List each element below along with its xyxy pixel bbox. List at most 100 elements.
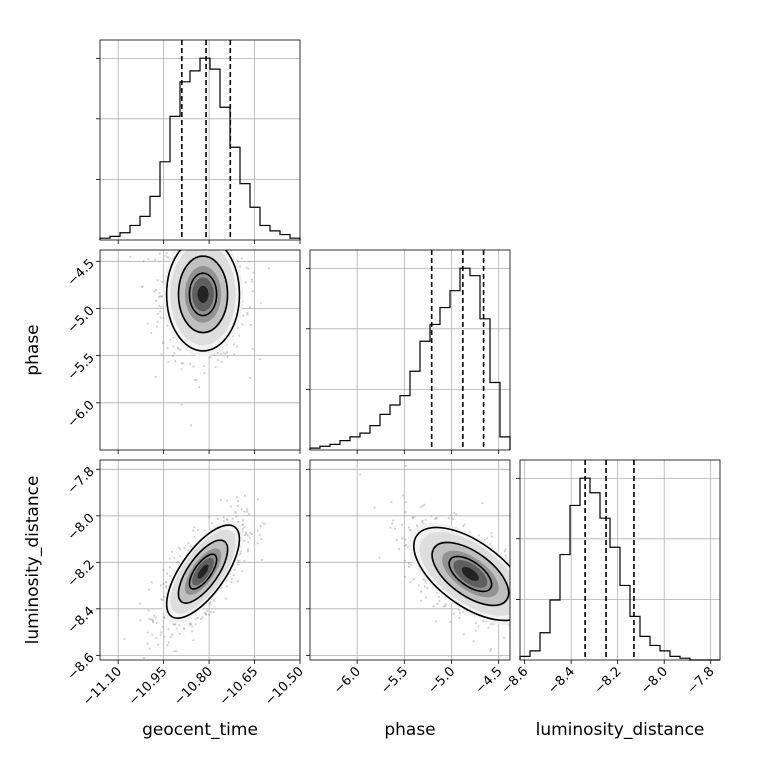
xtick-label: −5.5 bbox=[378, 664, 411, 697]
scatter-point bbox=[166, 347, 169, 350]
scatter-point bbox=[512, 581, 514, 583]
scatter-point bbox=[511, 583, 513, 585]
xtick-label: −10.80 bbox=[171, 664, 216, 709]
scatter-point bbox=[247, 541, 250, 544]
hist-geocent_time-border bbox=[99, 39, 301, 241]
joint-phase-luminosity_distance-border bbox=[309, 459, 511, 661]
scatter-point bbox=[462, 525, 465, 528]
scatter-point bbox=[438, 599, 441, 603]
scatter-point bbox=[232, 343, 235, 346]
scatter-point bbox=[504, 554, 507, 557]
scatter-point bbox=[234, 511, 237, 514]
scatter-point bbox=[155, 288, 158, 292]
scatter-point bbox=[233, 247, 235, 249]
scatter-point bbox=[148, 617, 151, 621]
scatter-point bbox=[515, 626, 517, 628]
scatter-point bbox=[514, 613, 516, 615]
scatter-point bbox=[233, 246, 235, 248]
scatter-point bbox=[474, 621, 477, 625]
xtick-label: −8.6 bbox=[499, 664, 532, 697]
scatter-point bbox=[171, 354, 174, 357]
scatter-point bbox=[208, 613, 211, 616]
scatter-point bbox=[483, 538, 486, 541]
scatter-point bbox=[246, 508, 249, 511]
scatter-point bbox=[512, 600, 514, 602]
xtick-label: −5.0 bbox=[425, 664, 458, 697]
scatter-point bbox=[515, 593, 517, 595]
scatter-point bbox=[249, 323, 252, 327]
scatter-point bbox=[229, 505, 232, 508]
scatter-point bbox=[452, 612, 455, 615]
scatter-point bbox=[160, 305, 163, 308]
scatter-point bbox=[390, 500, 393, 504]
scatter-point bbox=[241, 323, 244, 326]
scatter-point bbox=[161, 598, 164, 602]
xaxis-label-phase: phase bbox=[384, 720, 435, 740]
scatter-point bbox=[237, 563, 240, 566]
scatter-point bbox=[154, 616, 158, 619]
scatter-point bbox=[175, 650, 178, 653]
scatter-point bbox=[170, 550, 174, 553]
scatter-point bbox=[420, 590, 423, 593]
scatter-point bbox=[404, 575, 407, 579]
density-level-5 bbox=[461, 566, 479, 581]
scatter-point bbox=[373, 506, 376, 509]
joint-geocent_time-phase-border bbox=[99, 249, 301, 451]
scatter-point bbox=[258, 533, 261, 536]
scatter-point bbox=[190, 622, 193, 625]
scatter-point bbox=[176, 346, 179, 349]
scatter-point bbox=[175, 627, 178, 630]
scatter-point bbox=[191, 630, 194, 633]
scatter-point bbox=[515, 589, 517, 591]
scatter-point bbox=[515, 585, 517, 587]
scatter-point bbox=[391, 522, 394, 525]
scatter-point bbox=[158, 295, 161, 298]
scatter-point bbox=[430, 515, 433, 518]
scatter-point bbox=[230, 581, 233, 584]
scatter-point bbox=[209, 356, 212, 359]
hist-geocent_time-bg bbox=[100, 40, 300, 240]
scatter-point bbox=[512, 622, 514, 624]
xtick-label: −10.50 bbox=[262, 664, 307, 709]
scatter-point bbox=[511, 599, 513, 601]
scatter-point bbox=[172, 623, 175, 626]
scatter-point bbox=[513, 579, 515, 581]
scatter-point bbox=[172, 336, 175, 339]
scatter-point bbox=[194, 244, 196, 246]
scatter-point bbox=[208, 515, 211, 518]
scatter-point bbox=[162, 582, 165, 586]
scatter-point bbox=[474, 629, 477, 632]
scatter-point bbox=[168, 566, 171, 569]
scatter-point bbox=[146, 322, 149, 325]
scatter-point bbox=[422, 578, 425, 581]
scatter-point bbox=[408, 562, 411, 565]
scatter-point bbox=[193, 535, 196, 539]
scatter-point bbox=[424, 596, 428, 599]
scatter-point bbox=[174, 246, 176, 248]
scatter-point bbox=[435, 517, 438, 520]
scatter-point bbox=[243, 539, 246, 542]
scatter-point bbox=[222, 516, 225, 519]
scatter-point bbox=[233, 353, 236, 356]
scatter-point bbox=[246, 548, 250, 551]
ytick-label: −8.2 bbox=[65, 557, 98, 590]
scatter-point bbox=[155, 621, 158, 625]
scatter-point bbox=[409, 529, 412, 532]
scatter-point bbox=[462, 611, 465, 614]
scatter-point bbox=[152, 620, 155, 624]
scatter-point bbox=[202, 365, 205, 368]
scatter-point bbox=[192, 365, 195, 368]
scatter-point bbox=[409, 563, 413, 566]
scatter-point bbox=[435, 516, 438, 519]
scatter-point bbox=[404, 543, 407, 547]
ytick-label: −8.4 bbox=[65, 604, 98, 637]
scatter-point bbox=[204, 612, 207, 615]
scatter-point bbox=[512, 597, 514, 599]
scatter-point bbox=[159, 316, 162, 319]
xtick-label: −8.2 bbox=[592, 664, 625, 697]
scatter-point bbox=[160, 353, 163, 356]
scatter-point bbox=[408, 565, 411, 569]
scatter-point bbox=[248, 306, 252, 309]
scatter-point bbox=[395, 539, 398, 542]
